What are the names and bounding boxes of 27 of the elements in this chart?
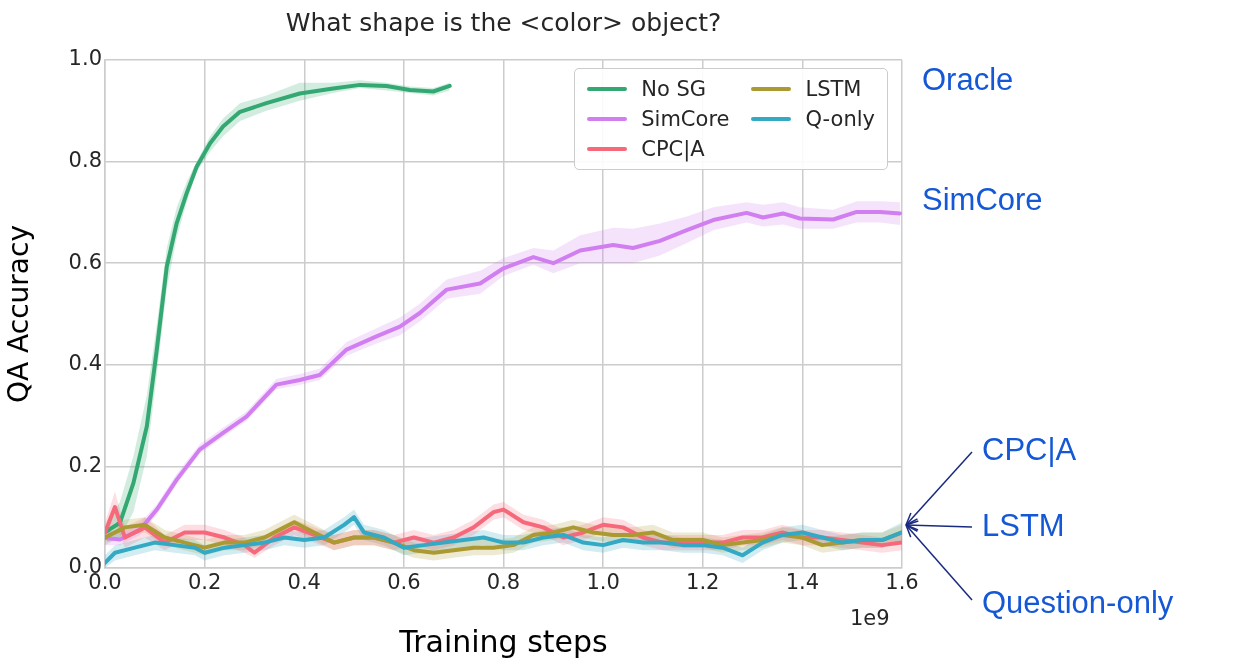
x-tick-label: 0.4 [287,570,321,595]
text: Question-only [982,585,1174,621]
text: LSTM [982,508,1065,544]
y-axis-title: QA Accuracy [2,225,36,403]
y-tick-label: 1.0 [68,46,102,71]
x-tick-label: 0.8 [486,570,521,595]
legend-label: SimCore [641,107,730,131]
legend-label: No SG [641,77,707,101]
x-tick-label: 1.0 [586,570,620,595]
y-tick-label: 0.6 [68,249,102,274]
text: SimCore [922,182,1043,218]
chart-title: What shape is the <color> object? [284,8,723,37]
legend-label: Q-only [805,107,875,131]
y-tick-label: 0.8 [68,148,102,173]
y-tick-label: 0.4 [68,351,102,376]
text: CPC|A [982,432,1077,468]
y-tick-label: 0.2 [68,452,102,477]
x-tick-label: 1.4 [785,570,820,595]
legend-label: CPC|A [641,137,705,161]
x-tick-label: 1.6 [885,570,919,595]
x-axis-title: Training steps [398,623,608,659]
x-tick-label: 0.6 [387,570,421,595]
legend-label: LSTM [805,77,862,101]
text: 1e9 [850,606,890,630]
text: Oracle [922,62,1014,98]
x-tick-label: 0.2 [187,570,222,595]
x-tick-label: 1.2 [686,570,720,595]
